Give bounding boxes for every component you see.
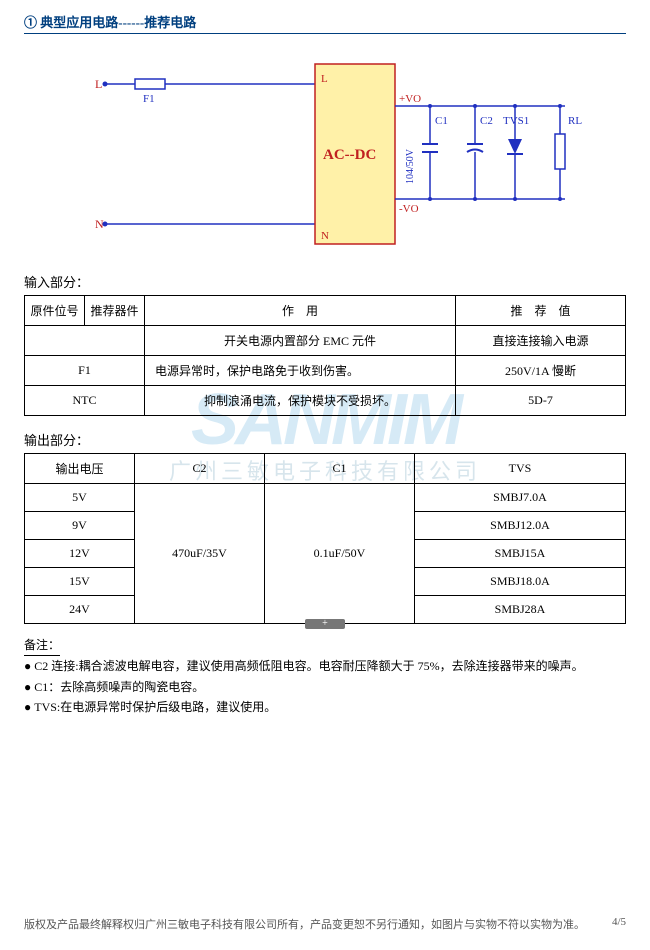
table-row: 开关电源内置部分 EMC 元件 直接连接输入电源 [25, 326, 626, 356]
circuit-diagram: L F1 N L N AC--DC +VO -VO C1 104/50V C2 … [24, 44, 626, 254]
label-rl: RL [568, 115, 582, 127]
input-section-label: 输入部分： [24, 272, 626, 291]
fuse-f1 [135, 79, 165, 89]
footer-copyright: 版权及产品最终解释权归广州三敏电子科技有限公司所有，产品变更恕不另行通知，如图片… [24, 916, 585, 932]
label-tvs1: TVS1 [503, 115, 529, 127]
label-L-left: L [95, 77, 102, 91]
input-table: 原件位号 推荐器件 作 用 推 荐 值 开关电源内置部分 EMC 元件 直接连接… [24, 295, 626, 416]
table-row: 5V470uF/35V0.1uF/50VSMBJ7.0A [25, 484, 626, 512]
label-c2: C2 [480, 115, 493, 127]
note-line: ● C2 连接:耦合滤波电解电容，建议使用高频低阻电容。电容耐压降额大于 75%… [24, 659, 584, 673]
notes-block: 备注： ● C2 连接:耦合滤波电解电容，建议使用高频低阻电容。电容耐压降额大于… [24, 635, 626, 718]
page-heading: ① 典型应用电路------推荐电路 [24, 12, 626, 34]
th-rec: 推荐器件 [85, 296, 145, 326]
note-line: ● TVS:在电源异常时保护后级电路，建议使用。 [24, 700, 276, 714]
note-line: ● C1：去除高频噪声的陶瓷电容。 [24, 680, 204, 694]
label-c1-val: 104/50V [405, 148, 416, 184]
table-row: NTC 抑制浪涌电流，保护模块不受损坏。 5D-7 [25, 386, 626, 416]
th-ref: 原件位号 [25, 296, 85, 326]
table-header-row: 输出电压 C2 C1 TVS [25, 454, 626, 484]
table-grip-icon: + [305, 619, 345, 629]
th-func: 作 用 [145, 296, 456, 326]
output-table: 输出电压 C2 C1 TVS 5V470uF/35V0.1uF/50VSMBJ7… [24, 453, 626, 624]
table-row: F1 电源异常时，保护电路免于收到伤害。 250V/1A 慢断 [25, 356, 626, 386]
page-footer: 版权及产品最终解释权归广州三敏电子科技有限公司所有，产品变更恕不另行通知，如图片… [24, 916, 626, 932]
footer-page-number: 4/5 [612, 916, 626, 932]
th-val: 推 荐 值 [456, 296, 626, 326]
label-minusvo: -VO [399, 203, 419, 215]
svg-text:N: N [321, 230, 329, 242]
notes-title: 备注： [24, 635, 60, 656]
output-section-label: 输出部分： [24, 430, 626, 449]
svg-text:L: L [321, 73, 328, 85]
label-c1: C1 [435, 115, 448, 127]
label-F1: F1 [143, 93, 155, 105]
label-plusvo: +VO [399, 93, 421, 105]
label-acdc: AC--DC [323, 147, 376, 163]
table-header-row: 原件位号 推荐器件 作 用 推 荐 值 [25, 296, 626, 326]
